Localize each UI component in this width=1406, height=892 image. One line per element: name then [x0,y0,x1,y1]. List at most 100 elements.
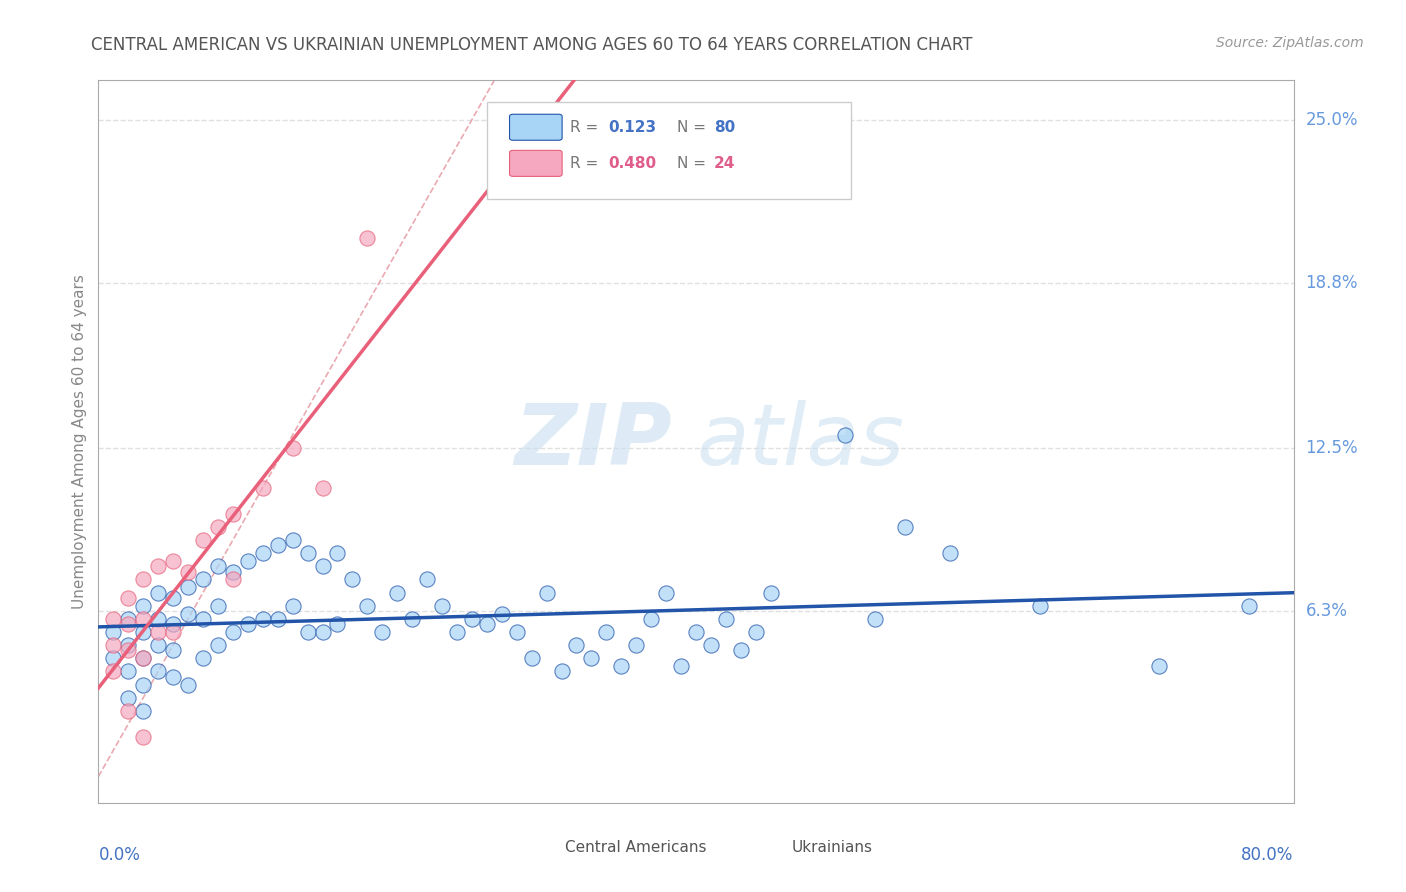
Point [491,607,513,621]
Point [1147,659,1170,673]
Point [236,617,259,632]
Point [939,546,962,560]
Text: Central Americans: Central Americans [565,840,706,855]
Point [148,559,170,574]
Point [162,670,184,684]
Point [252,612,274,626]
Point [252,481,274,495]
Point [148,612,170,626]
Point [356,231,378,245]
Point [117,704,139,718]
Point [148,638,170,652]
Point [148,625,170,640]
Point [326,546,349,560]
Point [236,554,259,568]
Point [565,638,588,652]
Point [191,651,214,665]
FancyBboxPatch shape [509,151,562,177]
Point [207,559,229,574]
Text: CENTRAL AMERICAN VS UKRAINIAN UNEMPLOYMENT AMONG AGES 60 TO 64 YEARS CORRELATION: CENTRAL AMERICAN VS UKRAINIAN UNEMPLOYME… [91,36,973,54]
Point [267,612,290,626]
Point [191,533,214,547]
Point [191,573,214,587]
Point [148,585,170,599]
Point [117,643,139,657]
Point [669,659,692,673]
Point [536,585,558,599]
Point [595,625,617,640]
Point [714,612,737,626]
Point [326,617,349,632]
Point [222,565,245,579]
Point [103,625,125,640]
Point [162,554,184,568]
Point [759,585,782,599]
FancyBboxPatch shape [486,102,852,200]
Text: 24: 24 [714,156,735,171]
Point [103,665,125,679]
Point [626,638,648,652]
Point [132,651,155,665]
Point [1237,599,1260,613]
Point [177,565,200,579]
Text: 0.0%: 0.0% [98,847,141,864]
Point [834,428,856,442]
FancyBboxPatch shape [519,838,560,862]
Text: Source: ZipAtlas.com: Source: ZipAtlas.com [1216,36,1364,50]
Point [520,651,543,665]
Point [117,638,139,652]
Text: 25.0%: 25.0% [1306,111,1358,128]
Point [475,617,498,632]
Point [745,625,768,640]
Point [1028,599,1050,613]
Point [252,546,274,560]
Point [117,690,139,705]
Point [267,538,290,552]
Point [132,677,155,691]
Point [132,573,155,587]
Point [132,625,155,640]
Point [191,612,214,626]
Point [207,520,229,534]
Point [132,651,155,665]
Point [700,638,723,652]
Point [610,659,633,673]
Point [640,612,662,626]
Point [342,573,364,587]
Point [162,617,184,632]
Point [430,599,453,613]
Point [655,585,678,599]
Point [207,599,229,613]
Text: Ukrainians: Ukrainians [792,840,873,855]
Point [162,591,184,605]
Text: R =: R = [571,120,603,135]
Point [550,665,572,679]
Point [730,643,752,657]
Point [311,625,333,640]
Text: 0.480: 0.480 [609,156,657,171]
Point [461,612,484,626]
Text: 6.3%: 6.3% [1306,602,1347,620]
Text: 80.0%: 80.0% [1241,847,1294,864]
Text: atlas: atlas [696,400,904,483]
Point [222,625,245,640]
Point [581,651,603,665]
Point [281,533,304,547]
Point [371,625,394,640]
Point [401,612,423,626]
Point [865,612,887,626]
Text: N =: N = [676,156,710,171]
Point [222,507,245,521]
Point [117,591,139,605]
Point [103,651,125,665]
Text: 18.8%: 18.8% [1306,274,1358,292]
Point [117,665,139,679]
FancyBboxPatch shape [509,114,562,140]
Point [162,643,184,657]
Point [446,625,468,640]
Point [103,612,125,626]
Text: R =: R = [571,156,603,171]
Text: ZIP: ZIP [515,400,672,483]
Point [132,730,155,744]
Point [162,625,184,640]
